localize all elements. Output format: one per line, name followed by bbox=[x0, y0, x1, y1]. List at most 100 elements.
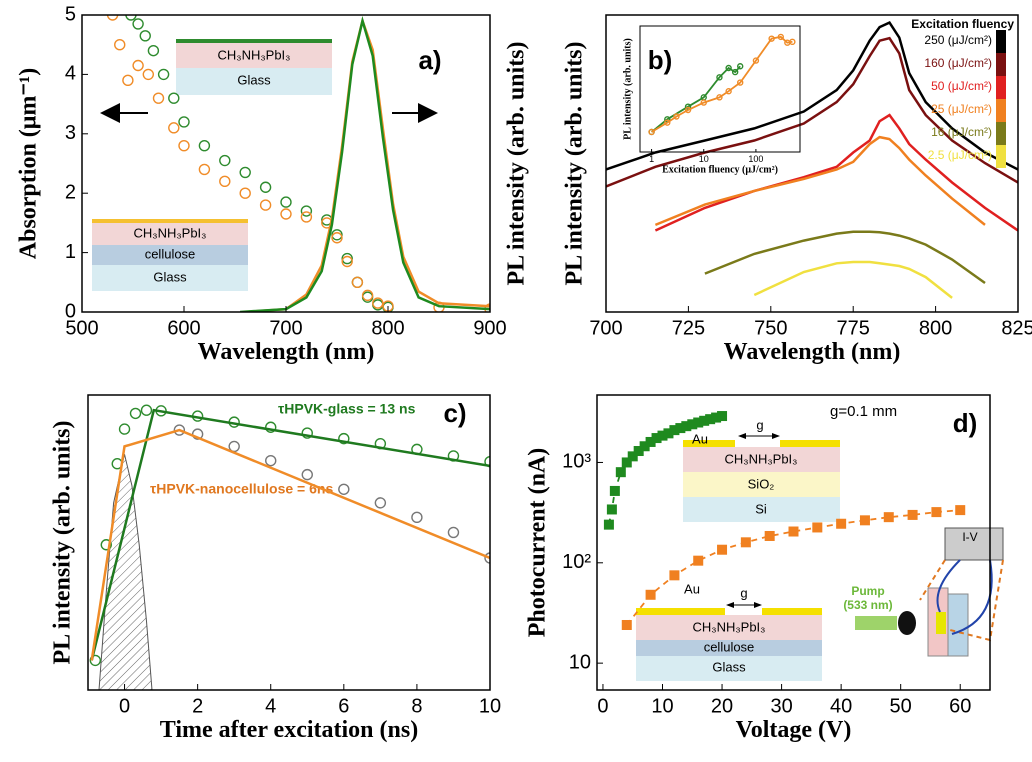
marker bbox=[633, 446, 644, 457]
marker bbox=[609, 485, 620, 496]
marker bbox=[777, 33, 785, 41]
x-axis-label: Voltage (V) bbox=[736, 717, 852, 743]
marker bbox=[100, 539, 112, 551]
y-tick-label: 2 bbox=[65, 181, 76, 203]
layer-label: cellulose bbox=[145, 246, 196, 261]
marker bbox=[484, 455, 490, 468]
marker bbox=[265, 421, 277, 433]
marker bbox=[411, 511, 423, 524]
series-line bbox=[651, 35, 793, 133]
layer-label: Glass bbox=[153, 269, 187, 284]
marker bbox=[198, 139, 211, 152]
marker bbox=[731, 68, 739, 76]
marker bbox=[168, 92, 180, 104]
marker bbox=[259, 199, 272, 211]
plot-frame bbox=[639, 25, 801, 153]
plot-area bbox=[89, 404, 490, 690]
series-line bbox=[654, 135, 986, 227]
marker bbox=[684, 106, 692, 114]
layer-label: Au bbox=[684, 581, 700, 596]
x-tick-label: 10 bbox=[651, 695, 673, 717]
legend-swatch bbox=[996, 76, 1006, 99]
x-tick-label: 725 bbox=[672, 317, 705, 339]
marker bbox=[699, 415, 710, 426]
x-tick-label: 8 bbox=[411, 695, 422, 717]
marker bbox=[725, 64, 732, 72]
marker bbox=[737, 63, 744, 70]
marker bbox=[740, 537, 751, 548]
marker bbox=[300, 205, 313, 217]
marker bbox=[663, 428, 674, 439]
marker bbox=[140, 404, 153, 416]
y2-axis-label: PL intensity (arb. units) bbox=[504, 41, 530, 285]
marker bbox=[883, 512, 894, 523]
marker bbox=[129, 407, 142, 420]
x-tick-label: 0 bbox=[119, 695, 130, 717]
legend-swatch bbox=[996, 99, 1006, 122]
lens bbox=[898, 611, 916, 635]
layer bbox=[636, 656, 822, 681]
y-axis-label: PL intensity (arb. units) bbox=[562, 41, 588, 285]
x-tick-label: 4 bbox=[265, 695, 276, 717]
marker bbox=[239, 187, 251, 199]
marker bbox=[89, 654, 102, 667]
plot-area bbox=[106, 15, 490, 312]
x-tick-label: 20 bbox=[711, 695, 733, 717]
layer-label: CH₃NH₃PbI₃ bbox=[725, 451, 798, 466]
marker bbox=[374, 497, 387, 509]
marker bbox=[621, 619, 632, 630]
marker bbox=[147, 44, 160, 57]
panel-label: b) bbox=[648, 45, 673, 75]
pump-beam bbox=[855, 616, 897, 630]
x-tick-label: 500 bbox=[65, 317, 98, 339]
annotation: τHPVK-nanocellulose = 6ns bbox=[150, 481, 333, 497]
x-tick-label: 600 bbox=[167, 317, 200, 339]
marker bbox=[484, 552, 490, 564]
marker bbox=[687, 419, 698, 430]
marker bbox=[300, 211, 313, 223]
marker bbox=[648, 128, 655, 136]
setup-label: (533 nm) bbox=[843, 598, 892, 612]
layer-label: SiO₂ bbox=[748, 476, 775, 491]
marker bbox=[341, 252, 353, 265]
series-line bbox=[606, 36, 1018, 188]
legend-title: Excitation fluency bbox=[911, 17, 1014, 31]
film-bar bbox=[176, 39, 332, 43]
panel-label: d) bbox=[953, 408, 978, 438]
annotation: τHPVK-glass = 13 ns bbox=[278, 401, 416, 417]
layer bbox=[92, 245, 248, 265]
film-bar bbox=[92, 219, 248, 223]
marker bbox=[132, 18, 144, 30]
x-tick-label: 10 bbox=[699, 154, 709, 164]
x-tick-label: 800 bbox=[919, 317, 952, 339]
marker bbox=[836, 518, 847, 529]
layer-stack: Au g CH₃NH₃PbI₃ SiO₂ Si bbox=[683, 417, 840, 522]
y-tick-label: 10 bbox=[569, 651, 591, 673]
marker bbox=[301, 427, 313, 439]
x-tick-label: 100 bbox=[748, 154, 763, 164]
legend-label: 160 (μJ/cm²) bbox=[924, 56, 992, 70]
y-tick-label: 3 bbox=[65, 122, 76, 144]
x-tick-label: 1 bbox=[649, 154, 654, 164]
marker bbox=[173, 424, 186, 436]
marker bbox=[168, 122, 180, 134]
marker bbox=[651, 433, 662, 444]
marker bbox=[114, 39, 126, 51]
marker bbox=[615, 467, 626, 478]
marker bbox=[955, 505, 966, 516]
wire bbox=[936, 559, 993, 635]
layer bbox=[683, 472, 840, 497]
x-axis-label: Excitation fluency (μJ/cm²) bbox=[662, 164, 778, 175]
layer-label: cellulose bbox=[704, 639, 755, 654]
marker bbox=[219, 154, 231, 167]
layer bbox=[683, 447, 840, 472]
marker bbox=[789, 38, 796, 46]
marker bbox=[122, 74, 134, 87]
x-tick-label: 700 bbox=[269, 317, 302, 339]
marker bbox=[351, 276, 364, 288]
plot-frame bbox=[596, 394, 991, 691]
marker bbox=[132, 59, 144, 72]
marker bbox=[669, 570, 680, 581]
y-axis-label: Absorption (μm⁻¹) bbox=[16, 68, 42, 259]
marker bbox=[675, 423, 686, 434]
